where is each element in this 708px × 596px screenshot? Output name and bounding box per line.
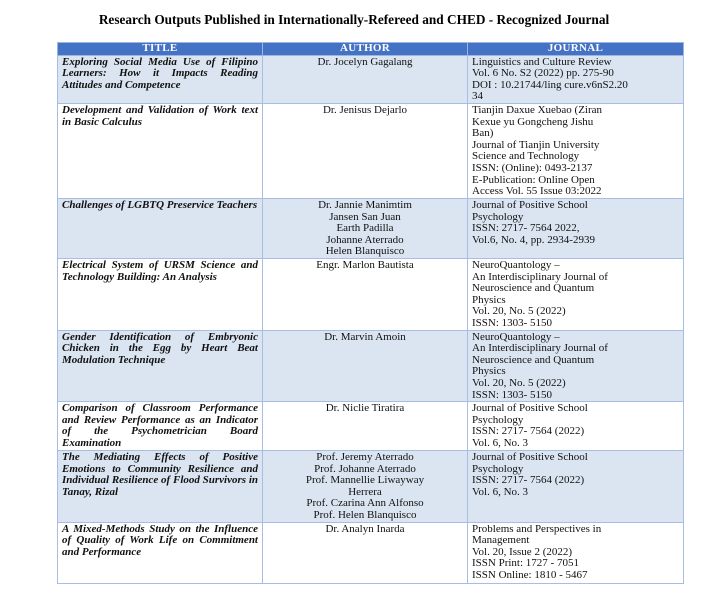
cell-author: Dr. Jocelyn Gagalang: [262, 54, 468, 104]
author-name: Prof. Czarina Ann Alfonso: [306, 497, 424, 510]
journal-line: DOI : 10.21744/ling cure.v6nS2.20: [472, 78, 628, 91]
table-row: Challenges of LGBTQ Preservice Teachers D…: [57, 197, 684, 259]
cell-journal: Linguistics and Culture Review Vol. 6 No.…: [467, 54, 684, 104]
header-journal: JOURNAL: [467, 42, 684, 56]
author-name: Dr. Jannie Manimtim: [318, 198, 412, 211]
cell-author: Dr. Analyn Inarda: [262, 521, 468, 584]
journal-line: Management: [472, 534, 530, 547]
journal-line: Psychology: [472, 210, 524, 223]
table-row: Gender Identification of Embryonic Chick…: [57, 329, 684, 403]
author-name: Dr. Jenisus Dejarlo: [322, 103, 407, 116]
author-name: Prof. Helen Blanquisco: [313, 509, 417, 522]
journal-line: 34: [472, 90, 483, 103]
journal-line: ISSN: 2717- 7564 2022,: [472, 222, 580, 235]
cell-journal: NeuroQuantology – An Interdisciplinary Jo…: [467, 329, 684, 403]
journal-line: Vol. 20, No. 5 (2022): [472, 305, 566, 318]
cell-title: Challenges of LGBTQ Preservice Teachers: [57, 197, 263, 259]
author-name: Earth Padilla: [336, 222, 394, 235]
journal-line: An Interdisciplinary Journal of: [472, 270, 608, 283]
journal-line: ISSN: 2717- 7564 (2022): [472, 474, 585, 487]
table-row: Comparison of Classroom Performance and …: [57, 401, 684, 452]
journal-line: Journal of Positive School: [472, 402, 588, 415]
journal-line: Vol. 6, No. 3: [472, 436, 529, 449]
journal-line: ISSN: 2717- 7564 (2022): [472, 425, 585, 438]
cell-journal: Journal of Positive School Psychology ISSN…: [467, 450, 684, 523]
cell-journal: Tianjin Daxue Xuebao (Ziran Kexue yu Gong…: [467, 102, 684, 199]
cell-author: Dr. Jenisus Dejarlo: [262, 102, 468, 199]
cell-title: The Mediating Effects of Positive Emotio…: [57, 450, 263, 523]
journal-line: ISSN: 1303- 5150: [472, 316, 553, 329]
cell-author: Engr. Marlon Bautista: [262, 257, 468, 331]
header-title: TITLE: [57, 42, 263, 56]
table-row: The Mediating Effects of Positive Emotio…: [57, 450, 684, 523]
author-name: Prof. Jeremy Aterrado: [316, 451, 414, 464]
table-row: Electrical System of URSM Science and Te…: [57, 257, 684, 331]
table-row: Exploring Social Media Use of Filipino L…: [57, 54, 684, 104]
cell-title: Comparison of Classroom Performance and …: [57, 401, 263, 452]
journal-line: ISSN: (Online): 0493-2137: [472, 161, 593, 174]
author-name: Dr. Analyn Inarda: [325, 522, 405, 535]
journal-line: ISSN Print: 1727 - 7051: [472, 557, 579, 570]
journal-line: Neuroscience and Quantum: [472, 282, 595, 295]
journal-line: Vol. 20, No. 5 (2022): [472, 376, 566, 389]
journal-line: Kexue yu Gongcheng Jishu: [472, 115, 594, 128]
journal-line: ISSN: 1303- 5150: [472, 388, 553, 401]
header-author: AUTHOR: [262, 42, 468, 56]
author-name: Dr. Jocelyn Gagalang: [317, 55, 413, 68]
cell-author: Prof. Jeremy Aterrado Prof. Johanne Aterr…: [262, 450, 468, 523]
author-name: Prof. Johanne Aterrado: [314, 462, 416, 475]
journal-line: Vol. 6, No. 3: [472, 485, 529, 498]
cell-journal: Journal of Positive School Psychology ISSN…: [467, 197, 684, 259]
cell-title: Gender Identification of Embryonic Chick…: [57, 329, 263, 403]
author-name: Engr. Marlon Bautista: [316, 258, 414, 271]
author-name: Herrera: [348, 485, 382, 498]
cell-title: Exploring Social Media Use of Filipino L…: [57, 54, 263, 104]
cell-author: Dr. Marvin Amoin: [262, 329, 468, 403]
journal-line: NeuroQuantology –: [472, 258, 560, 271]
table-row: Development and Validation of Work text …: [57, 102, 684, 199]
journal-line: Access Vol. 55 Issue 03:2022: [472, 185, 602, 198]
cell-journal: Journal of Positive School Psychology ISSN…: [467, 401, 684, 452]
author-name: Johanne Aterrado: [326, 233, 404, 246]
cell-journal: NeuroQuantology – An Interdisciplinary Jo…: [467, 257, 684, 331]
journal-line: Tianjin Daxue Xuebao (Ziran: [472, 103, 603, 116]
journal-line: ISSN Online: 1810 - 5467: [472, 569, 588, 582]
journal-line: Problems and Perspectives in: [472, 522, 602, 535]
journal-line: Physics: [472, 293, 506, 306]
cell-journal: Problems and Perspectives in Management Vo…: [467, 521, 684, 584]
journal-line: Science and Technology: [472, 150, 580, 163]
journal-line: Linguistics and Culture Review: [472, 55, 612, 68]
author-name: Dr. Niclie Tiratira: [325, 402, 405, 415]
journal-line: Psychology: [472, 413, 524, 426]
journal-line: E-Publication: Online Open: [472, 173, 595, 186]
journal-line: An Interdisciplinary Journal of: [472, 342, 608, 355]
journal-line: Ban): [472, 127, 494, 140]
cell-title: Electrical System of URSM Science and Te…: [57, 257, 263, 331]
table-header-row: TITLE AUTHOR JOURNAL: [57, 42, 684, 56]
author-name: Prof. Mannellie Liwayway: [305, 474, 425, 487]
author-name: Jansen San Juan: [329, 210, 401, 223]
cell-title: Development and Validation of Work text …: [57, 102, 263, 199]
journal-line: Vol. 20, Issue 2 (2022): [472, 545, 573, 558]
journal-line: Vol. 6 No. S2 (2022) pp. 275-90: [472, 67, 614, 80]
table-row: A Mixed-Methods Study on the Influence o…: [57, 521, 684, 584]
journal-line: Neuroscience and Quantum: [472, 353, 595, 366]
journal-line: NeuroQuantology –: [472, 330, 560, 343]
author-name: Dr. Marvin Amoin: [324, 330, 406, 343]
journal-line: Journal of Tianjin University: [472, 138, 600, 151]
author-name: Helen Blanquisco: [325, 245, 405, 258]
journal-line: Vol.6, No. 4, pp. 2934-2939: [472, 233, 595, 246]
journal-line: Physics: [472, 365, 506, 378]
journal-line: Journal of Positive School: [472, 198, 588, 211]
research-outputs-table: TITLE AUTHOR JOURNAL Exploring Social Me…: [57, 42, 684, 584]
cell-title: A Mixed-Methods Study on the Influence o…: [57, 521, 263, 584]
journal-line: Psychology: [472, 462, 524, 475]
cell-author: Dr. Niclie Tiratira: [262, 401, 468, 452]
journal-line: Journal of Positive School: [472, 451, 588, 464]
document-title: Research Outputs Published in Internatio…: [98, 12, 610, 27]
cell-author: Dr. Jannie Manimtim Jansen San Juan Earth …: [262, 197, 468, 259]
